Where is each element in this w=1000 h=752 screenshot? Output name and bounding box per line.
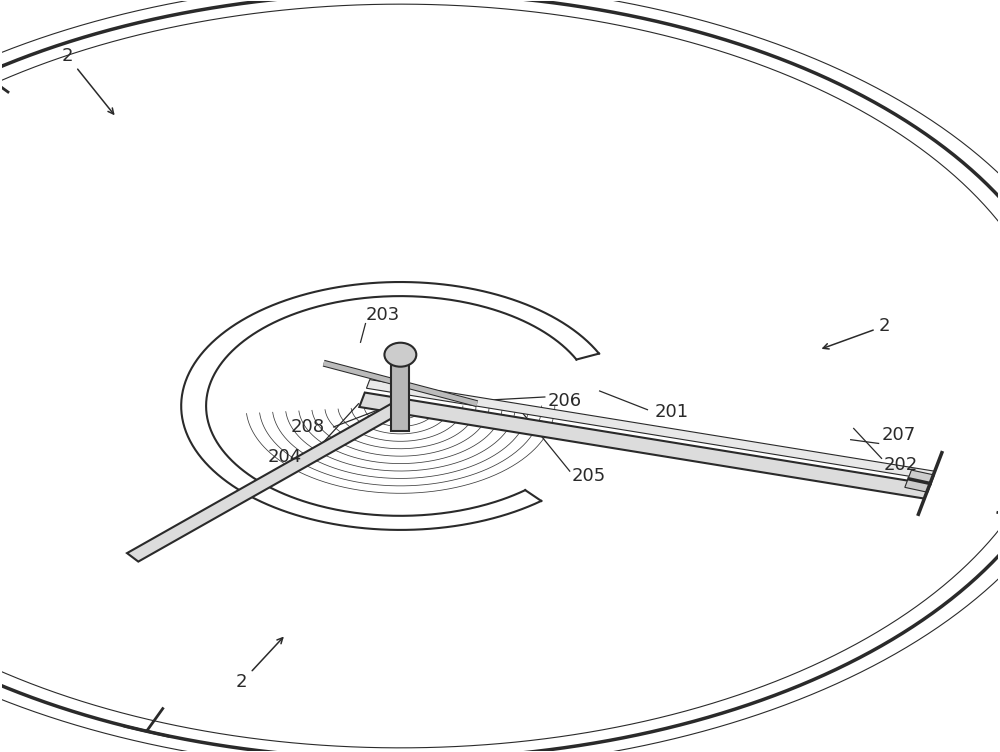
Text: 2: 2 bbox=[823, 317, 890, 349]
Text: 202: 202 bbox=[884, 456, 918, 474]
Text: 205: 205 bbox=[572, 467, 606, 485]
Polygon shape bbox=[391, 364, 409, 432]
Polygon shape bbox=[127, 402, 406, 562]
Text: 2: 2 bbox=[236, 638, 283, 691]
Text: 208: 208 bbox=[291, 418, 325, 436]
Polygon shape bbox=[905, 470, 934, 493]
Circle shape bbox=[384, 343, 416, 367]
Text: 2: 2 bbox=[62, 47, 114, 114]
Polygon shape bbox=[359, 393, 930, 499]
Text: 201: 201 bbox=[654, 403, 689, 421]
Text: 206: 206 bbox=[548, 392, 582, 410]
Text: 204: 204 bbox=[268, 448, 302, 466]
Polygon shape bbox=[366, 380, 935, 480]
Text: 207: 207 bbox=[882, 426, 916, 444]
Text: 203: 203 bbox=[365, 306, 400, 324]
